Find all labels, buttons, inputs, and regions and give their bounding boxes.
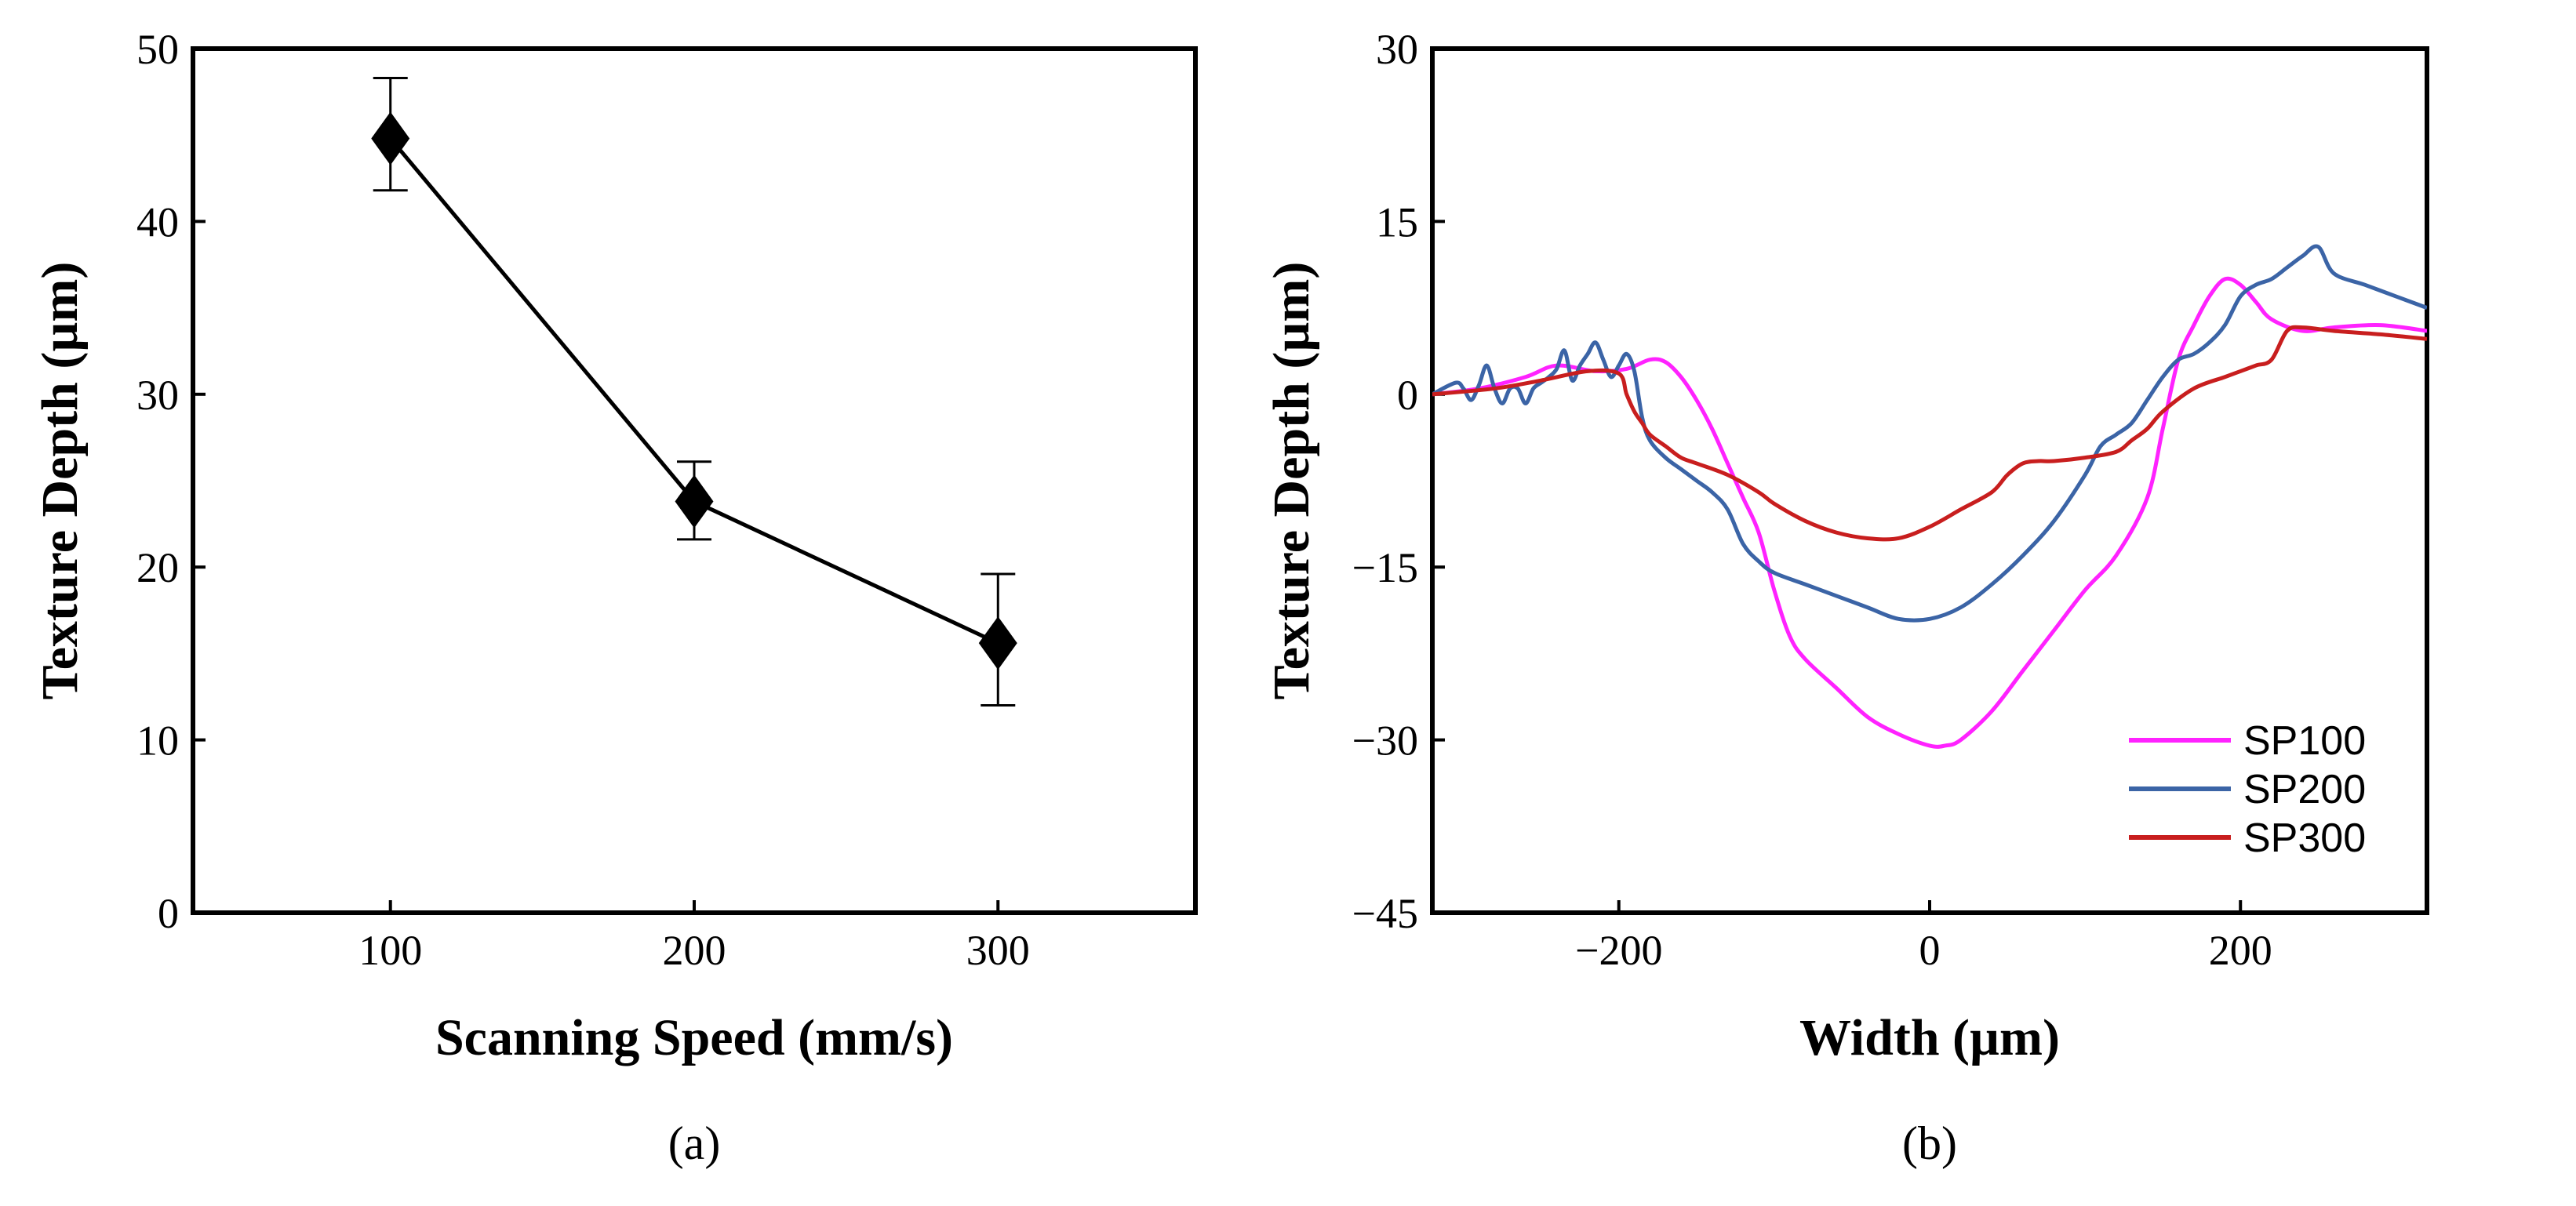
y-axis-title-a: Texture Depth (µm): [31, 262, 89, 700]
legend-label: SP200: [2243, 767, 2366, 812]
y-axis-title-b: Texture Depth (µm): [1263, 262, 1320, 700]
x-tick-label: 200: [2209, 927, 2272, 974]
axis-ticks-b: −200 0 200 −45 −30 −15 0 15 30: [1352, 26, 2272, 974]
data-point: [978, 616, 1017, 670]
legend-label: SP100: [2243, 718, 2366, 764]
x-tick-label: 100: [358, 927, 422, 974]
series-line-sp300: [1432, 325, 2427, 542]
data-point: [371, 111, 410, 165]
y-tick-label: 15: [1376, 198, 1418, 245]
axis-ticks-a: 100 200 300 0 10 20 30 40 50: [136, 26, 1030, 974]
series-line-sp100: [1432, 276, 2427, 749]
y-tick-label: −30: [1352, 717, 1418, 765]
y-tick-label: 50: [136, 26, 179, 73]
x-tick-label: −200: [1575, 927, 1662, 974]
panel-label-a: (a): [668, 1117, 721, 1169]
x-tick-label: 300: [966, 927, 1030, 974]
x-axis-title-b: Width (µm): [1799, 1009, 2060, 1066]
series-line-sp200: [1432, 244, 2427, 623]
legend-label: SP300: [2243, 816, 2366, 861]
data-layer-b: [1432, 244, 2427, 749]
y-tick-label: 0: [1397, 372, 1418, 419]
y-tick-label: 0: [158, 890, 179, 937]
series-line: [388, 137, 999, 645]
y-tick-label: −45: [1352, 890, 1418, 937]
y-tick-label: 10: [136, 717, 179, 765]
x-axis-title-a: Scanning Speed (mm/s): [435, 1009, 953, 1066]
x-tick-label: 0: [1919, 927, 1941, 974]
y-tick-label: 30: [1376, 26, 1418, 73]
x-tick-label: 200: [663, 927, 726, 974]
panel-label-b: (b): [1902, 1117, 1957, 1169]
y-tick-label: 30: [136, 372, 179, 419]
y-tick-label: 40: [136, 198, 179, 245]
data-layer-a: [371, 76, 1017, 707]
data-point: [675, 474, 714, 529]
y-tick-label: −15: [1352, 544, 1418, 591]
y-tick-label: 20: [136, 544, 179, 591]
chart-panel-a: 100 200 300 0 10 20 30 40 50 Scanning Speed (mm/…: [31, 26, 1198, 1169]
